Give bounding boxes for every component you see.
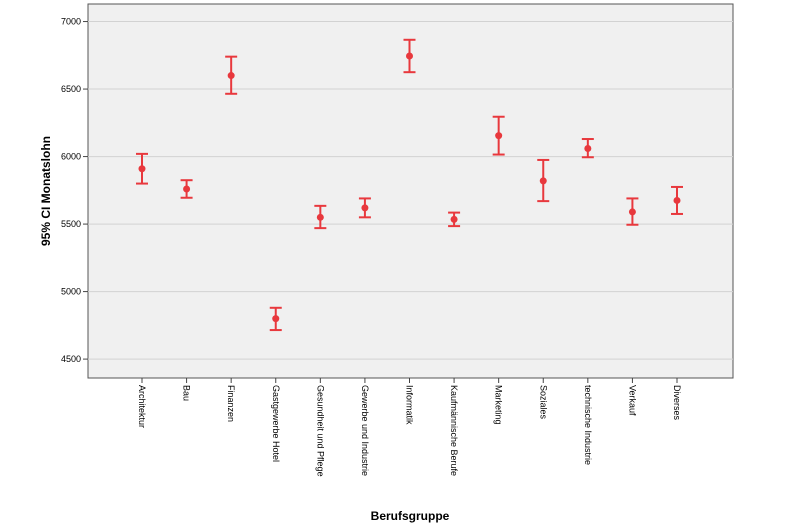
error-bar (403, 38, 416, 74)
error-bar (626, 197, 639, 226)
x-tick-label: technische Industrie (583, 385, 593, 465)
x-tick-label: Informatik (405, 385, 415, 425)
error-bar (269, 306, 282, 332)
y-tick-label: 5000 (61, 287, 81, 297)
error-bar (136, 152, 148, 185)
y-tick-label: 6000 (61, 152, 81, 162)
mean-point (406, 52, 413, 60)
x-tick-label: Verkauf (627, 385, 637, 416)
y-tick-label: 7000 (61, 17, 81, 27)
error-bar (492, 115, 505, 156)
error-bar (671, 185, 683, 215)
mean-point (495, 132, 503, 140)
mean-point (539, 177, 547, 185)
x-tick-label: Gastgewerbe Hotel (271, 385, 281, 462)
x-axis: Architektur Bau Finanzen Gastgewerbe Hotel G… (137, 378, 682, 477)
x-tick-label: Soziales (538, 385, 548, 420)
mean-point (316, 213, 324, 221)
y-axis-title: 95% CI Monatslohn (39, 136, 53, 246)
x-tick-label: Kaufmännische Berufe (449, 385, 459, 476)
mean-point (361, 204, 369, 212)
x-tick-label: Marketing (494, 385, 504, 425)
data-marks (136, 38, 683, 332)
x-tick-label: Gewerbe und Industrie (360, 385, 370, 476)
mean-point (673, 196, 681, 204)
mean-point (628, 208, 636, 216)
mean-point (227, 72, 235, 80)
error-bar (314, 204, 327, 230)
mean-point (584, 144, 592, 152)
mean-point (183, 185, 191, 193)
x-tick-label: Gesundheit und Pflege (315, 385, 325, 477)
x-tick-label: Diverses (672, 385, 682, 421)
x-tick-label: Architektur (137, 385, 147, 428)
mean-point (450, 215, 458, 223)
x-tick-label: Bau (182, 385, 192, 401)
error-bar (581, 138, 594, 159)
y-tick-label: 5500 (61, 219, 81, 229)
y-tick-label: 4500 (61, 354, 81, 364)
error-bar (358, 197, 371, 219)
mean-point (272, 315, 280, 323)
error-bar (180, 179, 193, 199)
mean-point (138, 165, 146, 173)
y-tick-label: 6500 (61, 84, 81, 94)
x-tick-label: Finanzen (226, 385, 236, 422)
error-bar (225, 55, 238, 95)
error-bar (448, 211, 461, 228)
y-axis: 4500 5000 5500 6000 6500 7000 (61, 17, 88, 364)
error-bar (537, 158, 550, 203)
gridlines (88, 21, 733, 360)
x-axis-title: Berufsgruppe (371, 509, 450, 523)
